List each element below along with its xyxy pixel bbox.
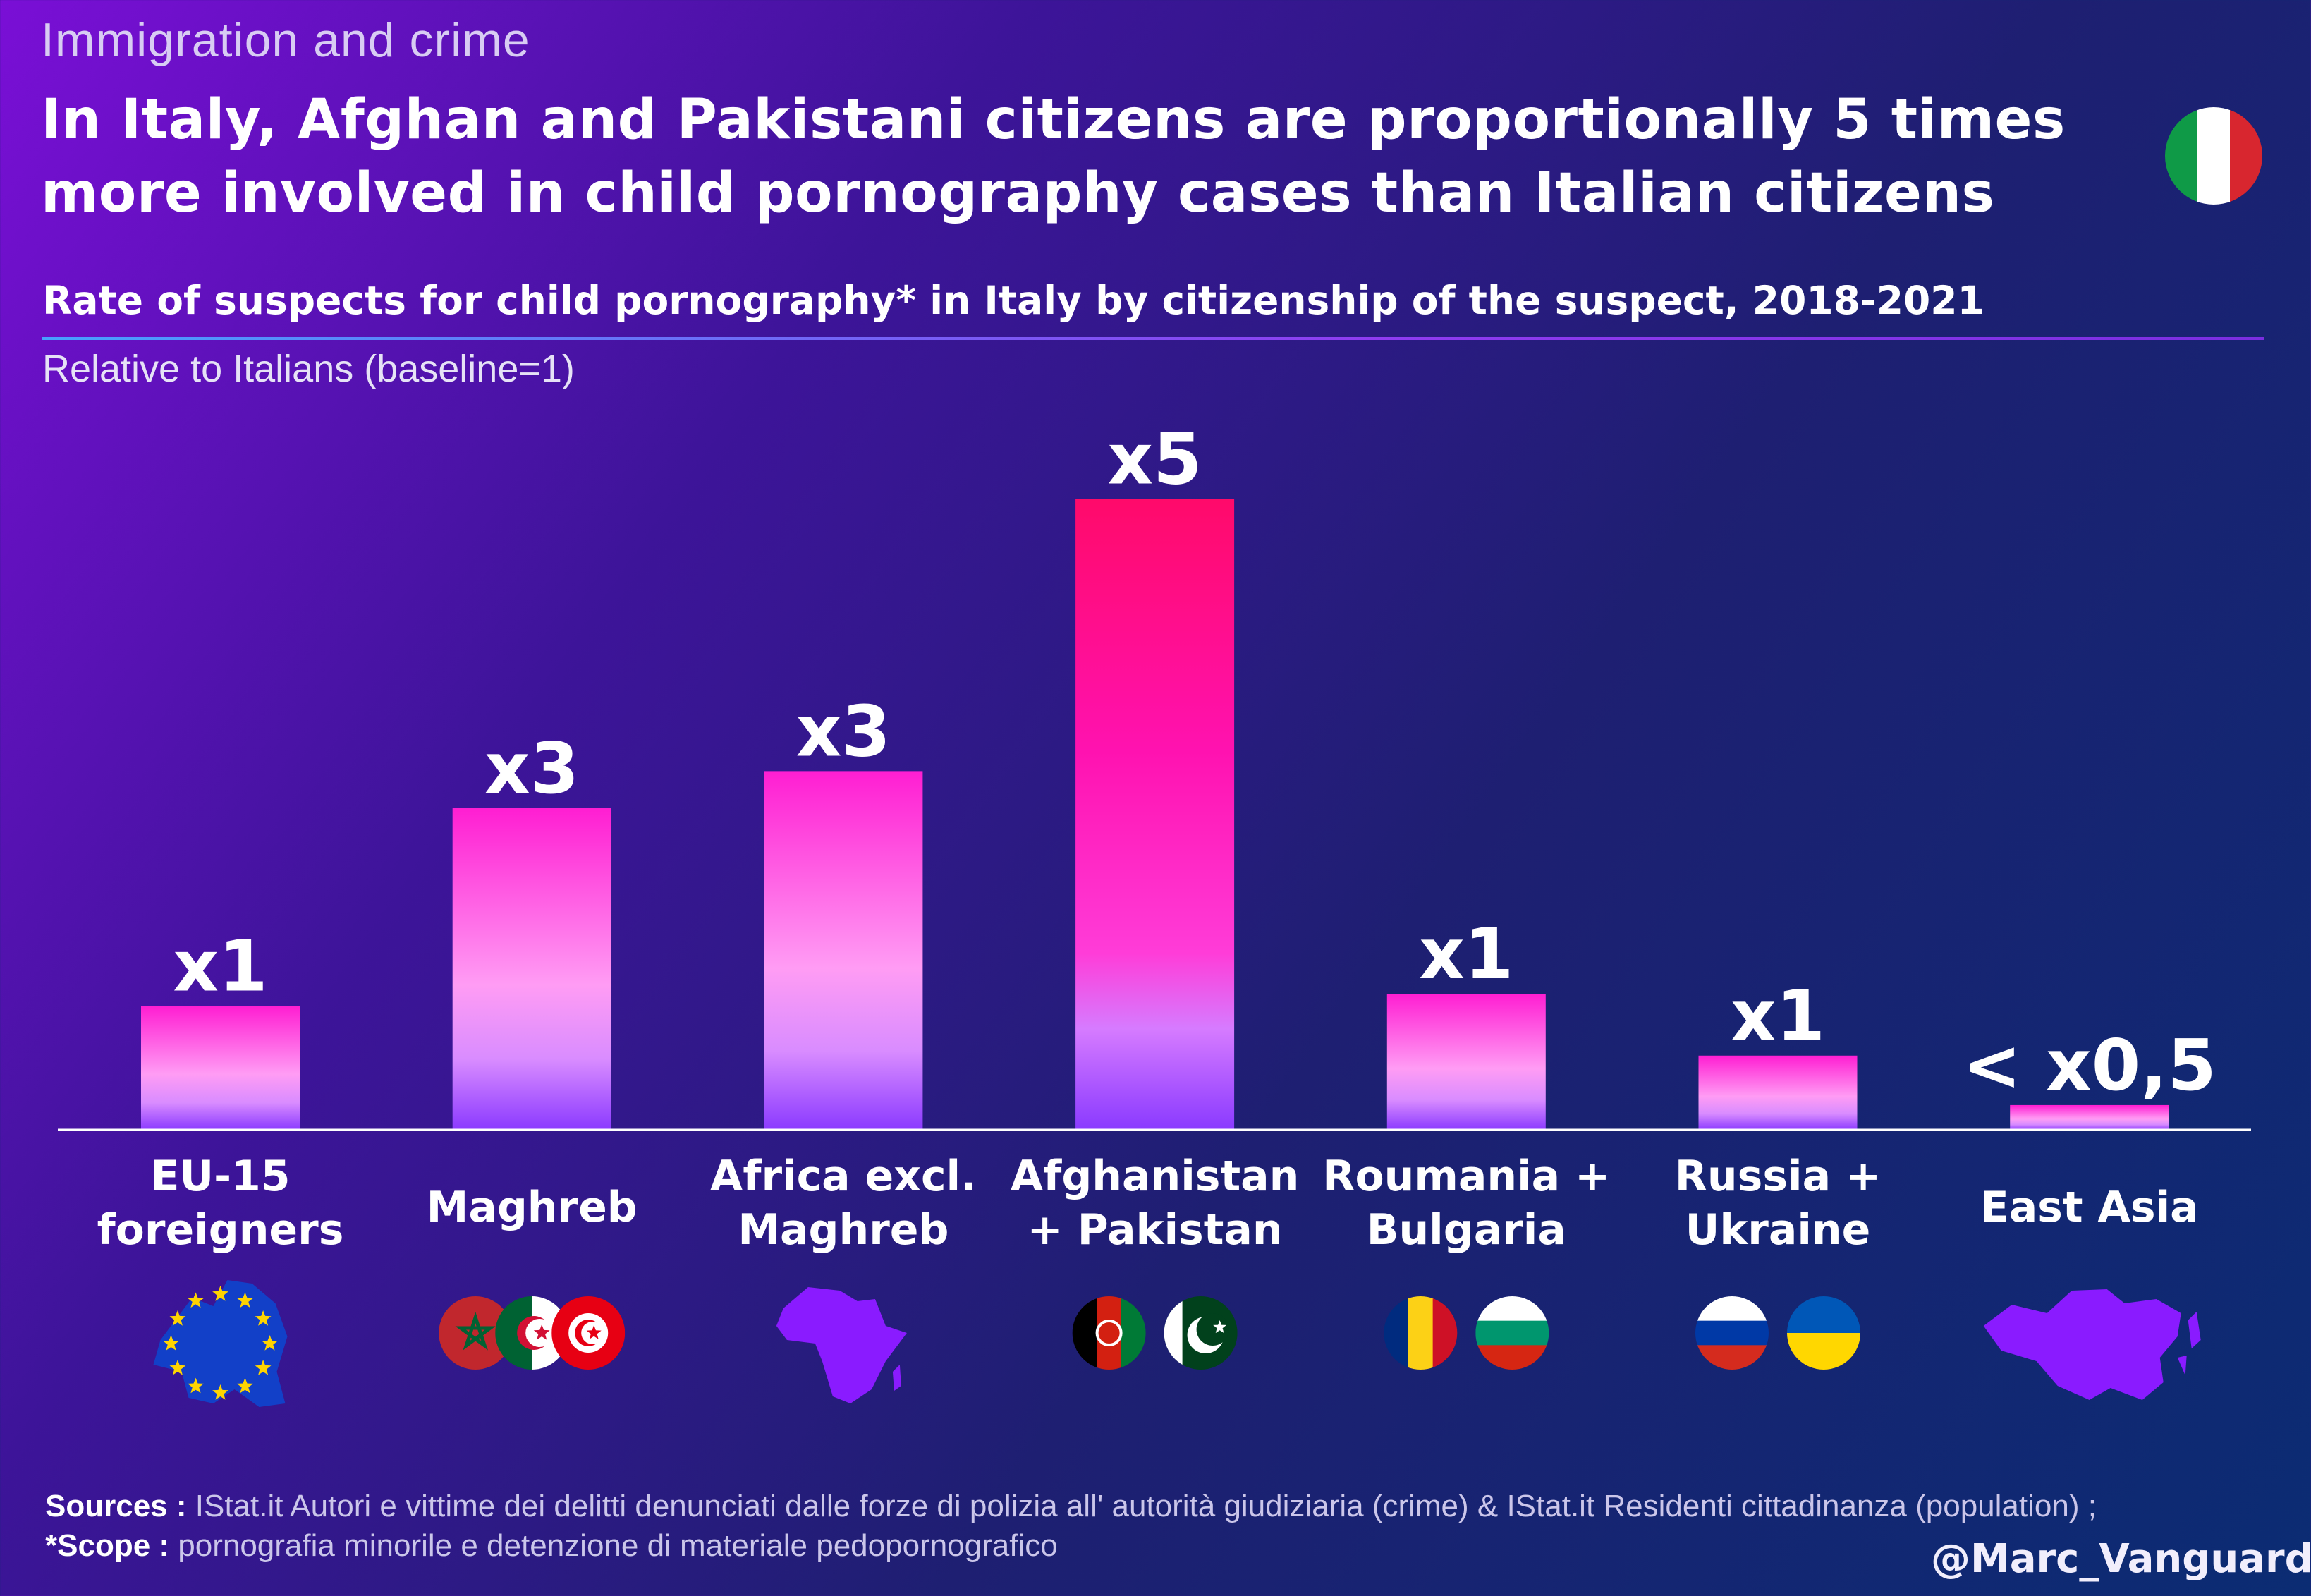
- headline: In Italy, Afghan and Pakistani citizens …: [41, 88, 2066, 225]
- bulgaria-flag-icon: [1475, 1296, 1549, 1370]
- data-label-0: x1: [173, 925, 267, 1008]
- morocco-flag-icon: [439, 1296, 513, 1370]
- category-label-0: foreigners: [97, 1205, 344, 1255]
- category-label-6: East Asia: [1980, 1183, 2199, 1232]
- category-label-2: Maghreb: [738, 1205, 949, 1255]
- eu-map-icon: [153, 1280, 288, 1407]
- bar-1: [452, 808, 611, 1130]
- category-label-5: Russia +: [1675, 1152, 1882, 1201]
- category-label-4: Bulgaria: [1367, 1205, 1566, 1255]
- subtitle-divider: [42, 337, 2264, 340]
- sources-label: Sources :: [45, 1489, 187, 1523]
- data-label-4: x1: [1419, 913, 1513, 995]
- category-label: Immigration and crime: [41, 13, 530, 67]
- bar-6: [2010, 1104, 2169, 1130]
- chart-subtitle: Rate of suspects for child pornography* …: [42, 278, 1984, 323]
- russia-flag-icon: [1695, 1296, 1769, 1370]
- bar-0: [141, 1006, 300, 1130]
- data-label-5: x1: [1731, 975, 1825, 1057]
- category-label-0: EU-15: [150, 1152, 290, 1201]
- category-label-1: Maghreb: [427, 1183, 638, 1232]
- scope-text: pornografia minorile e detenzione di mat…: [169, 1528, 1058, 1563]
- unit-note: Relative to Italians (baseline=1): [42, 348, 575, 390]
- bar-2: [764, 771, 923, 1130]
- category-label-4: Roumania +: [1322, 1152, 1610, 1201]
- data-label-3: x5: [1108, 418, 1202, 501]
- author-handle: @Marc_Vanguard_i: [1931, 1536, 2311, 1582]
- africa-map-icon: [776, 1287, 907, 1403]
- romania-flag-icon: [1384, 1296, 1458, 1370]
- bar-3: [1075, 499, 1235, 1130]
- afghanistan-flag-icon: [1072, 1296, 1146, 1370]
- scope-label: *Scope :: [45, 1528, 170, 1563]
- east-asia-map-icon: [1983, 1289, 2201, 1400]
- pakistan-flag-icon: [1164, 1296, 1238, 1370]
- category-label-3: Afghanistan: [1011, 1152, 1300, 1201]
- bar-4: [1386, 994, 1546, 1130]
- data-label-6: < x0,5: [1963, 1024, 2217, 1107]
- category-label-3: + Pakistan: [1028, 1205, 1283, 1255]
- category-label-5: Ukraine: [1685, 1205, 1871, 1255]
- data-label-1: x3: [484, 727, 579, 810]
- category-label-2: Africa excl.: [710, 1152, 977, 1201]
- data-label-2: x3: [796, 690, 891, 772]
- tunisia-flag-icon: [551, 1296, 626, 1370]
- sources-text: IStat.it Autori e vittime dei delitti de…: [186, 1489, 2097, 1523]
- bar-5: [1698, 1055, 1858, 1130]
- sources-note: Sources : IStat.it Autori e vittime dei …: [45, 1487, 2189, 1566]
- ukraine-flag-icon: [1787, 1296, 1860, 1370]
